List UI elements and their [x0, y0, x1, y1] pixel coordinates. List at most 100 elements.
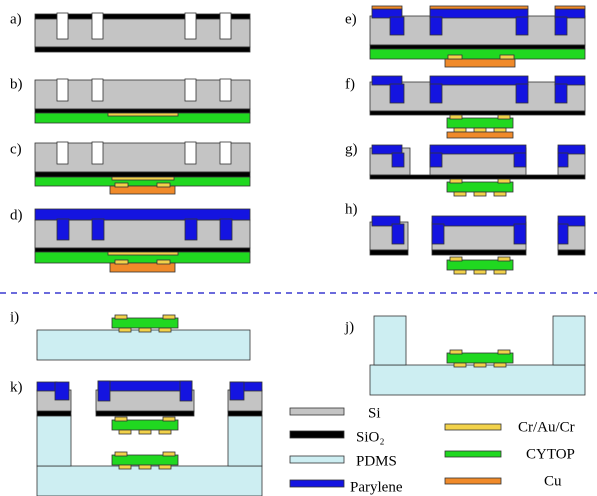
- layer-au: [163, 417, 175, 421]
- layer-pa: [555, 84, 567, 103]
- layer-w: [57, 142, 68, 164]
- label: e): [345, 11, 357, 27]
- layer-pd: [370, 365, 585, 395]
- layer-au: [119, 430, 131, 434]
- layer-cy: [447, 353, 513, 363]
- layer-au: [448, 55, 462, 59]
- layer-au: [115, 260, 128, 264]
- layer-pa: [220, 219, 232, 240]
- layer-au: [112, 177, 174, 180]
- layer-pa: [35, 209, 250, 220]
- layer-au: [494, 270, 506, 274]
- layer-ox: [35, 248, 250, 252]
- layer-pa: [430, 9, 528, 18]
- layer-ox: [370, 111, 585, 115]
- label: SiO₂: [356, 429, 385, 445]
- layer-ox: [35, 109, 250, 113]
- layer-au: [450, 115, 462, 119]
- layer-au: [454, 270, 466, 274]
- layer-pd: [228, 415, 262, 466]
- layer-pa: [230, 382, 244, 400]
- layer-pd: [37, 415, 71, 466]
- layer-pa: [55, 382, 69, 400]
- layer-pa: [555, 17, 567, 35]
- layer-au: [445, 424, 501, 430]
- layer-au: [494, 128, 506, 132]
- layer-au: [454, 128, 466, 132]
- layer-cy: [445, 451, 501, 457]
- layer-pa: [516, 84, 528, 103]
- label: i): [10, 309, 19, 325]
- label: Cr/Au/Cr: [518, 419, 575, 435]
- layer-cy: [447, 260, 513, 270]
- layer-au: [139, 328, 151, 332]
- layer-pa: [98, 381, 192, 391]
- label: Cu: [544, 473, 562, 489]
- layer-pa: [57, 219, 69, 240]
- layer-ox: [35, 47, 250, 52]
- label: j): [344, 319, 354, 335]
- layer-pa: [430, 145, 526, 154]
- layer-cu: [445, 478, 501, 484]
- layer-pd: [553, 316, 585, 365]
- layer-au: [119, 465, 131, 469]
- layer-ox: [558, 250, 585, 255]
- layer-au: [157, 260, 170, 264]
- layer-pa: [432, 216, 526, 226]
- layer-au: [159, 328, 171, 332]
- layer-pa: [430, 84, 442, 103]
- layer-pd: [374, 316, 406, 365]
- layer-w: [57, 13, 68, 39]
- label: k): [10, 379, 23, 395]
- layer-pa: [430, 17, 442, 35]
- layer-w: [220, 13, 231, 39]
- layer-au: [474, 128, 486, 132]
- layer-au: [498, 115, 510, 119]
- layer-cy: [447, 118, 513, 128]
- label: g): [345, 141, 358, 157]
- layer-cu: [372, 6, 402, 9]
- layer-cu: [447, 132, 513, 138]
- layer-pa: [430, 76, 528, 85]
- label: Parylene: [350, 479, 403, 495]
- label: a): [10, 11, 22, 27]
- layer-au: [159, 465, 171, 469]
- layer-pa: [514, 224, 526, 244]
- layer-pd: [37, 466, 262, 496]
- layer-au: [498, 179, 510, 183]
- layer-au: [474, 192, 486, 196]
- layer-au: [454, 192, 466, 196]
- label: PDMS: [356, 453, 397, 469]
- layer-pa: [390, 84, 404, 103]
- layer-au: [157, 183, 170, 187]
- label: h): [345, 201, 358, 217]
- layer-cy: [112, 455, 178, 465]
- layer-pa: [98, 381, 110, 401]
- layer-pa: [185, 219, 197, 240]
- layer-ox: [96, 411, 194, 416]
- layer-au: [159, 430, 171, 434]
- layer-ox: [35, 172, 250, 177]
- layer-w: [185, 13, 196, 39]
- layer-au: [454, 363, 466, 367]
- layer-au: [139, 430, 151, 434]
- layer-cy: [112, 420, 178, 430]
- layer-w: [220, 79, 231, 101]
- layer-au: [119, 328, 131, 332]
- layer-w: [92, 79, 103, 101]
- layer-cy: [370, 49, 585, 59]
- layer-pa: [290, 480, 344, 487]
- layer-w: [185, 142, 196, 164]
- layer-w: [57, 79, 68, 101]
- layer-pa: [37, 382, 57, 391]
- layer-cu: [445, 59, 515, 67]
- layer-pa: [558, 153, 568, 167]
- layer-au: [450, 350, 462, 354]
- layer-au: [139, 465, 151, 469]
- layer-pa: [390, 17, 404, 35]
- layer-ox: [37, 411, 71, 416]
- label: f): [345, 76, 355, 92]
- layer-au: [450, 179, 462, 183]
- label: c): [10, 141, 22, 157]
- layer-ox: [228, 411, 262, 416]
